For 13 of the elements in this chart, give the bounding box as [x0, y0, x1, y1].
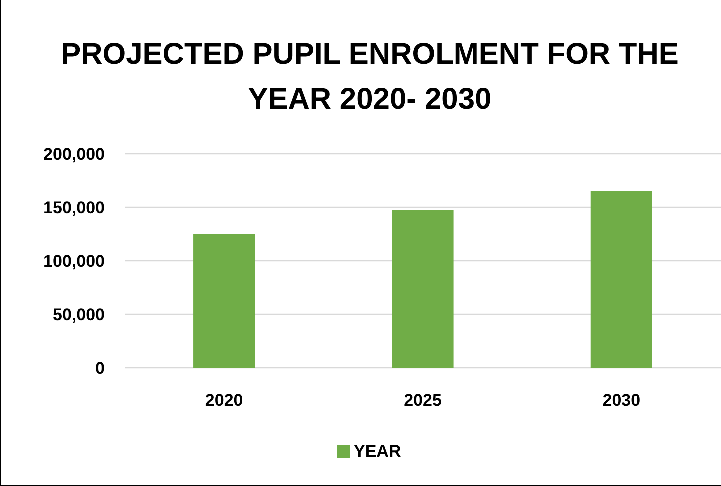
- bar: [590, 191, 652, 368]
- y-tick-label: 50,000: [53, 305, 105, 324]
- bar: [392, 210, 454, 368]
- bar: [194, 234, 256, 368]
- y-tick-label: 0: [96, 358, 105, 378]
- y-tick-label: 150,000: [44, 198, 105, 218]
- chart-title: PROJECTED PUPIL ENROLMENT FOR THE YEAR 2020- 2030: [61, 38, 679, 116]
- legend-label: YEAR: [354, 442, 402, 461]
- x-tick-label: 2025: [404, 391, 442, 410]
- y-tick-label: 200,000: [44, 144, 105, 164]
- y-tick-label: 100,000: [44, 252, 105, 271]
- x-tick-label: 2030: [602, 391, 641, 410]
- x-tick-label: 2020: [205, 391, 244, 410]
